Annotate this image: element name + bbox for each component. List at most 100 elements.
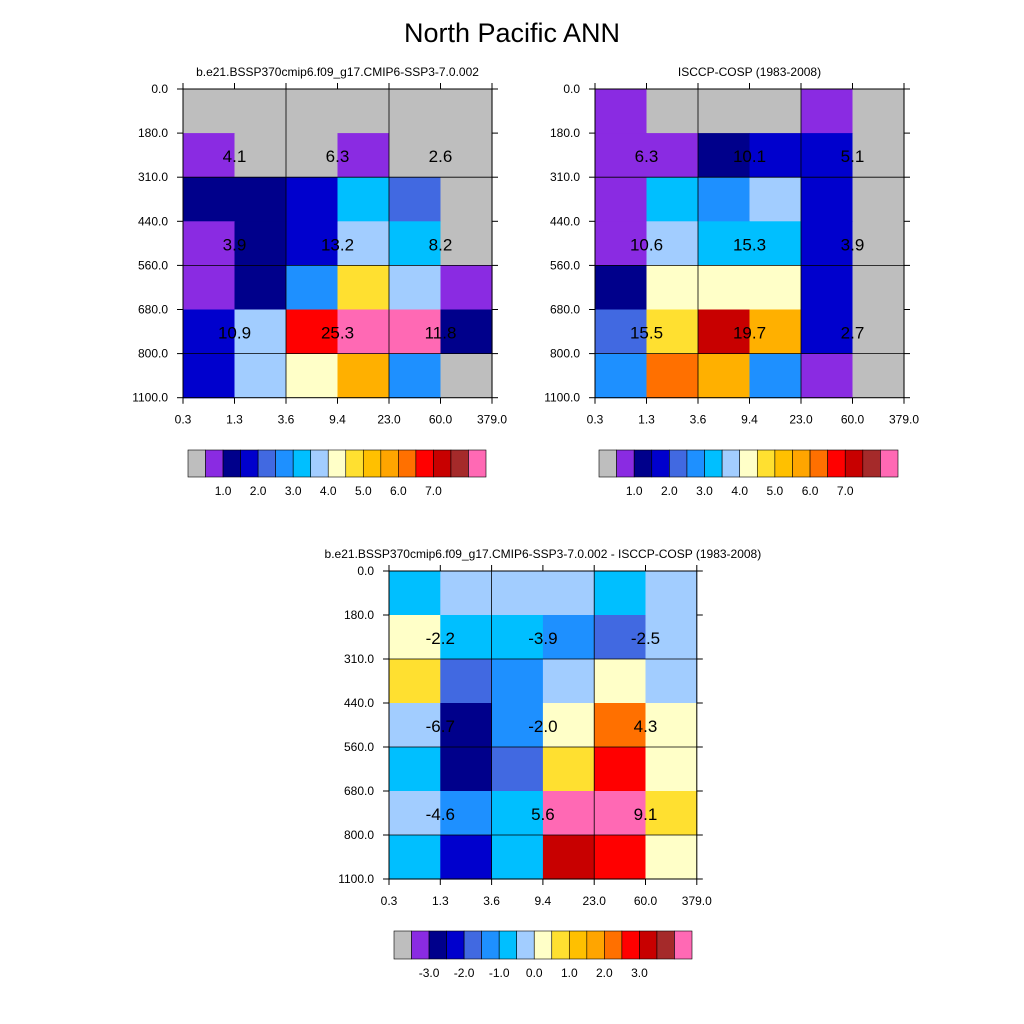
colorbar-swatch: [669, 449, 688, 478]
heatmap-cell: [440, 89, 493, 134]
heatmap-cell: [440, 353, 493, 399]
heatmap-cell: [491, 659, 544, 704]
colorbar-swatch: [586, 930, 605, 960]
heatmap-cell: [698, 265, 751, 311]
block-value-label: 11.8: [425, 324, 457, 343]
heatmap-cell: [389, 571, 441, 616]
colorbar-swatch: [362, 449, 382, 478]
heatmap-cell: [801, 221, 854, 266]
colorbar-swatch: [551, 930, 570, 960]
heatmap-cell: [234, 221, 287, 266]
block-value-label: 15.3: [733, 235, 766, 254]
colorbar-swatch: [756, 449, 776, 478]
colorbar-label: 1.0: [215, 484, 232, 498]
x-tick-label: 1.3: [226, 413, 243, 427]
heatmap-cell: [801, 133, 854, 178]
colorbar-swatch: [275, 449, 294, 478]
heatmap-cell: [542, 615, 595, 660]
heatmap-cell: [594, 747, 647, 792]
colorbar-swatch: [345, 449, 364, 478]
heatmap-cell: [491, 835, 544, 880]
x-tick-label: 23.0: [583, 894, 607, 908]
block-value-label: 25.3: [321, 324, 354, 343]
heatmap-cell: [389, 353, 442, 399]
heatmap-cell: [646, 221, 699, 266]
block-value-label: 4.1: [223, 147, 247, 166]
heatmap-cell: [542, 659, 595, 704]
colorbar-swatch: [446, 930, 465, 960]
y-tick-label: 680.0: [550, 303, 580, 317]
colorbar-label: 0.0: [526, 966, 543, 980]
heatmap-cell: [646, 309, 699, 355]
heatmap-cell: [594, 703, 647, 748]
heatmap-cell: [645, 791, 698, 836]
y-tick-label: 440.0: [550, 214, 580, 228]
block-value-label: 2.7: [841, 324, 865, 343]
heatmap-cell: [645, 615, 698, 660]
heatmap-cell: [337, 89, 390, 134]
colorbar-swatch: [428, 930, 447, 960]
y-tick-label: 180.0: [344, 608, 374, 622]
heatmap-cell: [646, 265, 699, 311]
colorbar-label: 1.0: [626, 484, 643, 498]
heatmap-cell: [389, 309, 442, 355]
block-value-label: 6.3: [635, 147, 659, 166]
x-tick-label: 9.4: [329, 413, 346, 427]
block-value-label: 3.9: [223, 235, 247, 254]
heatmap-cell: [698, 177, 751, 222]
colorbar-swatch: [310, 449, 329, 478]
block-value-label: 9.1: [634, 805, 658, 824]
y-tick-label: 800.0: [550, 347, 580, 361]
heatmap-cell: [491, 703, 544, 748]
heatmap-cell: [286, 89, 339, 134]
heatmap-cell: [440, 265, 493, 311]
colorbar-label: 7.0: [837, 484, 854, 498]
y-tick-label: 0.0: [151, 82, 168, 96]
heatmap-cell: [234, 265, 287, 311]
block-value-label: 2.6: [429, 147, 453, 166]
panel-title: b.e21.BSSP370cmip6.f09_g17.CMIP6-SSP3-7.…: [325, 547, 762, 561]
heatmap-cell: [234, 133, 287, 178]
x-tick-label: 60.0: [841, 413, 865, 427]
colorbar-swatch: [205, 449, 224, 478]
heatmap-cell: [286, 133, 339, 178]
x-tick-label: 379.0: [477, 413, 507, 427]
heatmap-cell: [595, 309, 648, 355]
heatmap-cell: [183, 89, 236, 134]
colorbar-swatch: [433, 449, 452, 478]
colorbar-swatch: [674, 930, 693, 960]
heatmap-cell: [749, 177, 802, 222]
colorbar-label: 1.0: [561, 966, 578, 980]
colorbar-label: 7.0: [425, 484, 442, 498]
y-tick-label: 680.0: [138, 303, 168, 317]
heatmap-cell: [801, 177, 854, 222]
colorbar-label: 2.0: [596, 966, 613, 980]
colorbar-swatch: [257, 449, 276, 478]
heatmap-cell: [337, 309, 390, 355]
y-tick-label: 1100.0: [132, 391, 168, 405]
colorbar-swatch: [415, 449, 434, 478]
heatmap-cell: [389, 177, 442, 222]
heatmap-cell: [286, 265, 339, 311]
heatmap-cell: [491, 791, 544, 836]
heatmap-cell: [852, 353, 905, 399]
colorbar-swatch: [739, 449, 758, 478]
heatmap-cell: [337, 177, 390, 222]
heatmap-cell: [337, 133, 390, 178]
x-tick-label: 3.6: [278, 413, 295, 427]
heatmap-cell: [440, 615, 493, 660]
heatmap-cell: [389, 659, 441, 704]
heatmap-cell: [440, 703, 493, 748]
heatmap-cell: [594, 615, 647, 660]
colorbar-swatch: [827, 449, 846, 478]
heatmap-panel-2: ISCCP-COSP (1983-2008) 6.3 10.1 5.1 10.6 15.3…: [544, 65, 919, 498]
heatmap-cell: [594, 571, 647, 616]
x-tick-label: 0.3: [381, 894, 398, 908]
block-value-label: -4.6: [426, 805, 455, 824]
colorbar-swatch: [380, 449, 399, 478]
heatmap-cell: [645, 835, 698, 880]
heatmap-cell: [595, 177, 648, 222]
heatmap-cell: [801, 265, 854, 311]
heatmap-cell: [698, 309, 751, 355]
heatmap-cell: [801, 353, 854, 399]
